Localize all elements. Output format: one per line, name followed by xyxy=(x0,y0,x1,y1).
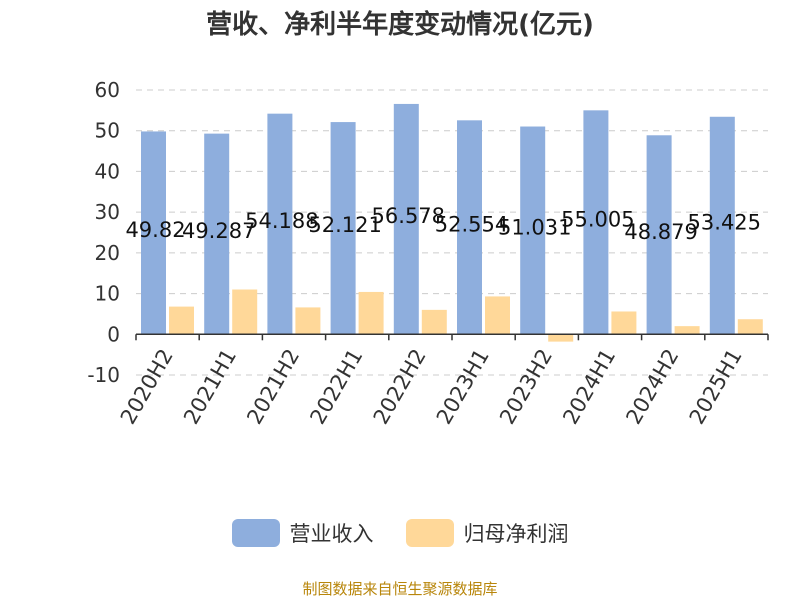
bar-revenue xyxy=(204,133,230,335)
legend-label-profit: 归母净利润 xyxy=(463,522,569,546)
bars xyxy=(141,103,763,342)
x-tick-label: 2021H2 xyxy=(242,345,304,429)
bar-profit xyxy=(485,296,510,335)
bar-profit xyxy=(421,309,447,335)
y-tick-label: 30 xyxy=(95,200,120,224)
bar-profit xyxy=(169,306,194,335)
bar-profit xyxy=(674,326,700,335)
data-label-revenue: 52.121 xyxy=(308,213,381,237)
bar-profit xyxy=(548,334,574,342)
chart-title: 营收、净利半年度变动情况(亿元) xyxy=(206,10,594,40)
bar-revenue xyxy=(267,113,293,335)
legend-item-profit[interactable]: 归母净利润 xyxy=(405,518,569,548)
y-tick-label: 50 xyxy=(95,119,120,143)
y-tick-label: -10 xyxy=(87,363,120,387)
legend-label-revenue: 营业收入 xyxy=(289,522,374,546)
bar-revenue xyxy=(141,131,166,335)
data-label-revenue: 56.578 xyxy=(372,204,445,228)
data-label-revenue: 48.879 xyxy=(624,220,697,244)
bar-revenue xyxy=(709,116,735,335)
x-tick-label: 2025H1 xyxy=(685,345,747,429)
bar-revenue xyxy=(583,110,609,335)
y-tick-label: 10 xyxy=(95,282,120,306)
y-tick-label: 40 xyxy=(95,159,120,183)
data-labels: 49.8249.28754.18852.12156.57852.55451.03… xyxy=(125,204,761,244)
legend-swatch-revenue xyxy=(231,519,280,547)
x-tick-label: 2021H1 xyxy=(179,345,241,429)
legend-item-revenue[interactable]: 营业收入 xyxy=(231,518,374,548)
data-label-revenue: 53.425 xyxy=(688,211,761,235)
bar-revenue xyxy=(330,122,356,335)
bar-profit xyxy=(295,307,321,335)
data-label-revenue: 55.005 xyxy=(561,207,634,231)
data-label-revenue: 51.031 xyxy=(498,215,571,239)
data-label-revenue: 49.82 xyxy=(125,218,185,242)
data-label-revenue: 49.287 xyxy=(182,219,255,243)
y-tick-label: 0 xyxy=(107,322,120,346)
x-tick-label: 2022H1 xyxy=(305,345,367,429)
bar-profit xyxy=(737,319,763,335)
bar-revenue xyxy=(520,126,546,335)
y-tick-label: 20 xyxy=(95,241,120,265)
y-tick-label: 60 xyxy=(95,78,120,102)
bar-revenue xyxy=(393,103,419,335)
x-tick-label: 2023H2 xyxy=(495,345,557,429)
data-label-revenue: 52.554 xyxy=(435,212,508,236)
x-tick-label: 2022H2 xyxy=(369,345,431,429)
x-tick-label: 2024H2 xyxy=(621,345,683,429)
x-tick-label: 2020H2 xyxy=(116,345,178,429)
x-tick-label: 2024H1 xyxy=(558,345,620,429)
bar-revenue xyxy=(646,135,672,335)
bar-profit xyxy=(358,291,384,335)
bar-revenue xyxy=(457,120,482,335)
bar-profit xyxy=(232,289,258,335)
source-note: 制图数据来自恒生聚源数据库 xyxy=(302,580,498,598)
bar-profit xyxy=(611,311,637,335)
x-tick-label: 2023H1 xyxy=(432,345,494,429)
legend: 营业收入 归母净利润 xyxy=(0,518,800,548)
legend-swatch-profit xyxy=(405,519,454,547)
data-label-revenue: 54.188 xyxy=(245,209,318,233)
